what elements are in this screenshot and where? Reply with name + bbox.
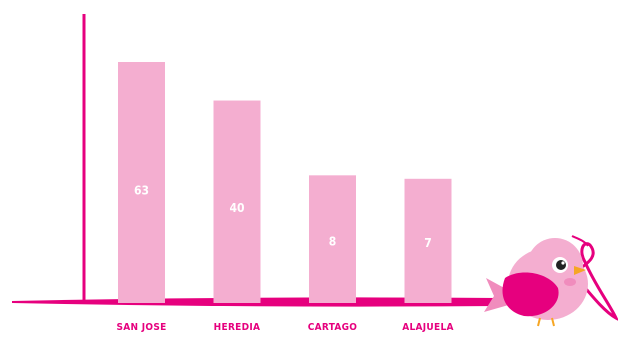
bird-mascot-icon bbox=[484, 235, 618, 327]
category-label: HEREDIA bbox=[214, 322, 261, 333]
bar-heredia bbox=[213, 100, 261, 303]
bar-value-label: 40 bbox=[229, 201, 244, 215]
bar-san-jose bbox=[118, 62, 165, 303]
bar-value-label: 8 bbox=[329, 235, 337, 249]
category-label: CARTAGO bbox=[308, 322, 358, 333]
category-label: SAN JOSE bbox=[116, 322, 166, 333]
value-labels-group: 63 40 8 7 bbox=[134, 184, 432, 251]
bar-value-label: 63 bbox=[134, 184, 149, 198]
bar-value-label: 7 bbox=[424, 236, 432, 250]
category-labels-group: SAN JOSE HEREDIA CARTAGO ALAJUELA bbox=[116, 322, 453, 333]
bar-alajuela bbox=[404, 178, 452, 303]
bars-group bbox=[118, 62, 452, 303]
category-label: ALAJUELA bbox=[402, 322, 454, 333]
bar-cartago bbox=[309, 175, 356, 303]
